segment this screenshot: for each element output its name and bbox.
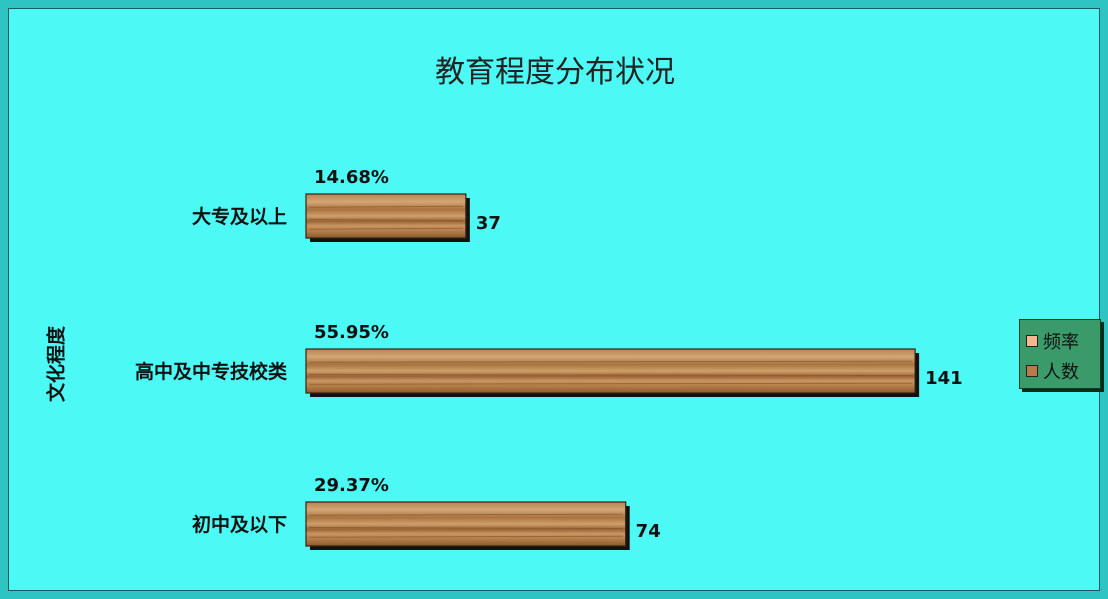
percent-data-label: 55.95% (314, 322, 389, 343)
bar-count (305, 193, 467, 239)
bar-count (305, 501, 627, 547)
chart-title: 教育程度分布状况 (435, 55, 675, 90)
bar-plot: 大专及以上 14.68% 37 高中及中专技校类 55.95% 141 初中及以下 29.37… (135, 167, 963, 550)
bar-grain (308, 219, 463, 222)
bar-grain (308, 374, 913, 377)
legend-swatch-frequency (1026, 335, 1038, 347)
legend-item-frequency: 频率 (1026, 328, 1079, 354)
bar-count (305, 348, 916, 394)
bar-grain (308, 360, 913, 363)
percent-data-label: 14.68% (314, 167, 389, 188)
bar-grain (308, 527, 623, 530)
legend: 频率 人数 (1019, 319, 1101, 389)
bar-grain (308, 382, 913, 385)
count-data-label: 74 (636, 521, 661, 542)
count-data-label: 141 (925, 368, 963, 389)
bar-grain (308, 205, 463, 208)
legend-label-frequency: 频率 (1043, 332, 1079, 353)
bar-grain (308, 227, 463, 230)
legend-label-count: 人数 (1043, 362, 1079, 383)
chart-frame: 教育程度分布状况 文化程度 大专及以上 14.68% 37 高中及中专技校类 55.95… (8, 8, 1101, 591)
category-label: 初中及以下 (192, 513, 287, 536)
legend-swatch-count (1026, 365, 1038, 377)
percent-data-label: 29.37% (314, 475, 389, 496)
legend-item-count: 人数 (1026, 358, 1079, 384)
bar-grain (308, 513, 623, 516)
bar-grain (308, 535, 623, 538)
count-data-label: 37 (476, 213, 501, 234)
category-label: 高中及中专技校类 (135, 360, 287, 383)
category-label: 大专及以上 (192, 205, 287, 228)
